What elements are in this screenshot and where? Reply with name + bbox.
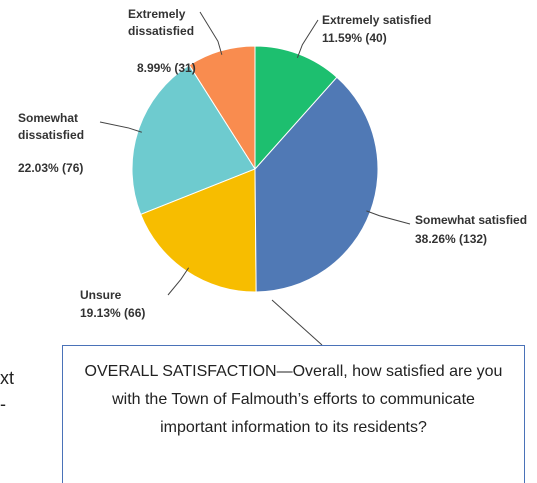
value-label: 11.59% (40) <box>322 31 387 45</box>
value-label: 38.26% (132) <box>415 232 488 246</box>
slice-label: Extremely dissatisfied <box>128 7 195 38</box>
leader-line <box>366 210 411 225</box>
slice-label: Somewhat dissatisfied <box>18 111 85 142</box>
leader-line <box>296 19 319 58</box>
leader-line <box>199 11 223 55</box>
value-label: 8.99% (31) <box>137 61 196 75</box>
leader-line <box>167 267 190 296</box>
slice-label: Unsure <box>80 288 122 302</box>
value-label: 22.03% (76) <box>18 161 84 175</box>
callout-line <box>271 299 323 346</box>
caption: OVERALL SATISFACTION—Overall, how satisf… <box>62 345 525 483</box>
background-text: xt <box>0 368 15 388</box>
leader-line <box>99 121 142 133</box>
background-text: - <box>0 394 6 414</box>
slice-label: Extremely satisfied <box>322 13 432 27</box>
slice-label: Somewhat satisfied <box>415 213 528 227</box>
value-label: 19.13% (66) <box>80 306 146 320</box>
